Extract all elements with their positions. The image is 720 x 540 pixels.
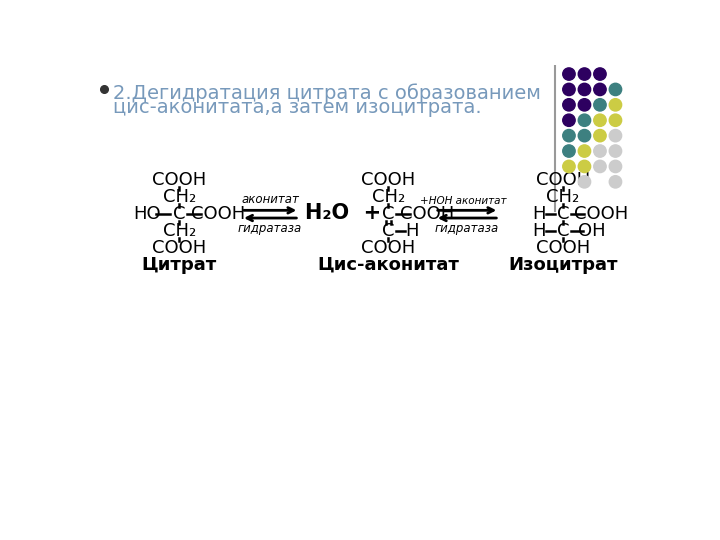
Circle shape [578,145,590,157]
Circle shape [578,130,590,142]
Circle shape [563,114,575,126]
Text: CH₂: CH₂ [372,188,405,206]
Text: CH₂: CH₂ [163,188,196,206]
Text: COOH: COOH [361,171,415,190]
Text: COOH: COOH [191,205,245,223]
Text: COOH: COOH [152,171,206,190]
Text: COOH: COOH [361,239,415,257]
Circle shape [578,176,590,188]
Text: H: H [533,222,546,240]
Circle shape [578,83,590,96]
Circle shape [578,68,590,80]
Circle shape [563,145,575,157]
Text: OH: OH [578,222,606,240]
Text: C: C [173,205,185,223]
Text: цис-аконитата,а затем изоцитрата.: цис-аконитата,а затем изоцитрата. [113,98,482,117]
Circle shape [609,130,621,142]
Text: COOH: COOH [400,205,454,223]
Text: COOH: COOH [536,239,590,257]
Text: CH₂: CH₂ [546,188,580,206]
Circle shape [609,160,621,173]
Text: C: C [382,205,395,223]
Text: C: C [557,205,569,223]
Circle shape [609,83,621,96]
Circle shape [609,145,621,157]
Circle shape [594,145,606,157]
Circle shape [594,83,606,96]
Circle shape [563,68,575,80]
Circle shape [594,160,606,173]
Text: 2.Дегидратация цитрата с образованием: 2.Дегидратация цитрата с образованием [113,83,541,103]
Circle shape [594,114,606,126]
Circle shape [594,68,606,80]
Text: CH₂: CH₂ [163,222,196,240]
Text: H: H [533,205,546,223]
Circle shape [609,176,621,188]
Text: Изоцитрат: Изоцитрат [508,256,618,274]
Circle shape [578,160,590,173]
Circle shape [594,130,606,142]
Circle shape [563,83,575,96]
Text: H₂O  +: H₂O + [305,202,382,222]
Circle shape [609,99,621,111]
Text: C: C [382,222,395,240]
Text: Цитрат: Цитрат [142,256,217,274]
Text: аконитат: аконитат [241,193,299,206]
Text: H: H [405,222,418,240]
Text: HO: HO [132,205,161,223]
Text: Цис-аконитат: Цис-аконитат [318,256,459,274]
Circle shape [578,99,590,111]
Text: гидратаза: гидратаза [435,222,499,235]
Circle shape [563,160,575,173]
Circle shape [594,99,606,111]
Text: COOH: COOH [152,239,206,257]
Text: COOH: COOH [575,205,629,223]
Circle shape [563,99,575,111]
Text: C: C [557,222,569,240]
Text: +НОН аконитат: +НОН аконитат [420,197,506,206]
Text: гидратаза: гидратаза [238,222,302,235]
Text: COOH: COOH [536,171,590,190]
Circle shape [578,114,590,126]
Circle shape [563,130,575,142]
Circle shape [609,114,621,126]
